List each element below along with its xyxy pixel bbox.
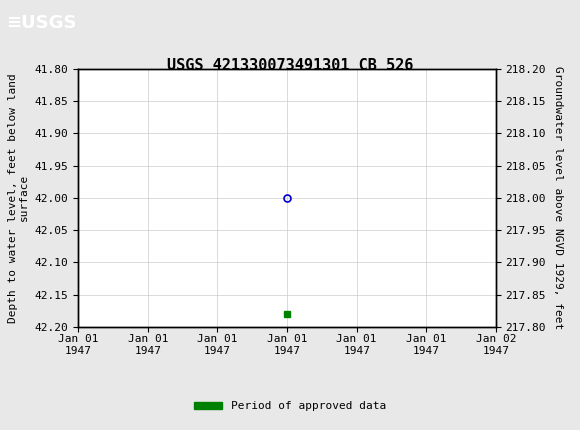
Text: ≡USGS: ≡USGS (6, 15, 77, 33)
Y-axis label: Groundwater level above NGVD 1929, feet: Groundwater level above NGVD 1929, feet (553, 66, 563, 329)
Legend: Period of approved data: Period of approved data (190, 397, 390, 416)
Y-axis label: Depth to water level, feet below land
surface: Depth to water level, feet below land su… (8, 73, 29, 322)
Text: USGS 421330073491301 CB 526: USGS 421330073491301 CB 526 (167, 58, 413, 73)
